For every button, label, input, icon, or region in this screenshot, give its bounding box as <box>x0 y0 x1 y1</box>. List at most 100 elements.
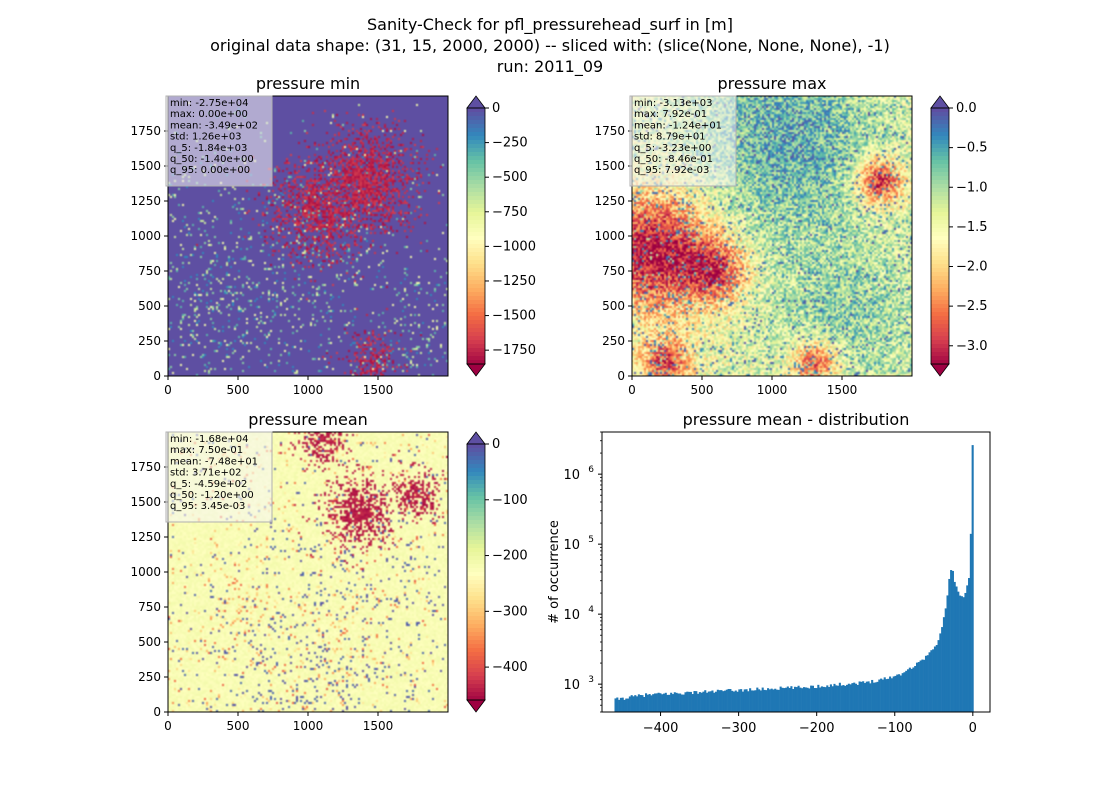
colorbar-segment <box>467 144 485 149</box>
histogram-bar <box>917 662 920 712</box>
colorbar-segment <box>467 308 485 313</box>
colorbar-segment <box>467 528 485 533</box>
histogram-bar <box>781 687 784 712</box>
histogram-bar <box>957 591 960 712</box>
colorbar-tick-label: −1250 <box>492 274 536 289</box>
colorbar-segment <box>467 592 485 597</box>
histogram-bar <box>662 693 666 712</box>
histogram-bar <box>630 695 633 712</box>
histogram-bar <box>691 694 694 712</box>
stats-line: std: 1.26e+03 <box>170 132 242 143</box>
histogram-bar <box>754 690 757 712</box>
histogram-bar <box>680 694 683 712</box>
histogram-bar <box>858 681 861 712</box>
histogram-bar <box>732 691 736 712</box>
colorbar-segment <box>467 556 485 561</box>
histogram-bar <box>644 693 648 712</box>
colorbar-segment <box>467 208 485 213</box>
colorbar-segment <box>467 304 485 309</box>
colorbar-segment <box>467 328 485 333</box>
x-tick-label: −300 <box>721 721 757 736</box>
histogram-bar <box>623 699 626 712</box>
colorbar-segment <box>467 232 485 237</box>
histogram-bar <box>959 595 962 712</box>
colorbar-segment <box>467 628 485 633</box>
colorbar-segment <box>467 696 485 701</box>
histogram-bar <box>799 687 802 712</box>
suptitle-line-2: original data shape: (31, 15, 2000, 2000… <box>210 36 890 55</box>
histogram-bar <box>618 699 621 712</box>
histogram-bar <box>698 692 701 712</box>
colorbar-segment <box>467 340 485 345</box>
histogram-bar <box>887 678 890 712</box>
colorbar-segment <box>467 112 485 117</box>
colorbar-tick-label: −1750 <box>492 343 536 358</box>
colorbar-segment <box>467 124 485 129</box>
histogram-bar <box>842 685 845 712</box>
colorbar-segment <box>467 256 485 261</box>
histogram-bar <box>964 592 967 712</box>
suptitle-line-3: run: 2011_09 <box>497 57 603 77</box>
histogram-bar <box>960 596 963 712</box>
histogram-bar <box>776 689 779 712</box>
colorbar-segment <box>467 476 485 481</box>
y-tick-label: 500 <box>138 299 161 313</box>
colorbar-segment <box>467 584 485 589</box>
colorbar-segment <box>467 336 485 341</box>
colorbar-tick-label: 0 <box>492 101 500 116</box>
axes-title: pressure mean <box>248 410 368 429</box>
histogram-bar <box>950 570 953 712</box>
colorbar-segment <box>931 112 949 117</box>
colorbar-segment <box>467 188 485 193</box>
colorbar-segment <box>467 672 485 677</box>
colorbar-tick-label: −500 <box>492 170 528 185</box>
colorbar-segment <box>467 260 485 265</box>
histogram-bar <box>853 682 856 712</box>
suptitle-line-1: Sanity-Check for pfl_pressurehead_surf i… <box>367 15 733 35</box>
colorbar-segment <box>467 448 485 453</box>
colorbar-segment <box>931 312 949 317</box>
histogram-bar <box>725 689 728 712</box>
colorbar-segment <box>467 540 485 545</box>
histogram-bar <box>765 690 768 712</box>
colorbar-segment <box>467 296 485 301</box>
histogram-bar <box>738 689 741 712</box>
histogram-bar <box>935 645 938 712</box>
histogram-bar <box>740 689 743 712</box>
colorbar-segment <box>467 240 485 245</box>
colorbar-segment <box>467 532 485 537</box>
histogram-bar <box>822 686 825 712</box>
histogram-bar <box>930 650 933 712</box>
colorbar-segment <box>467 460 485 465</box>
colorbar-segment <box>931 164 949 169</box>
histogram-bar <box>770 688 773 712</box>
histogram-bar <box>815 688 818 712</box>
histogram-bar <box>641 695 644 712</box>
colorbar-segment <box>467 284 485 289</box>
histogram-bar <box>872 682 876 712</box>
colorbar-segment <box>467 176 485 181</box>
y-tick-label: 500 <box>138 635 161 649</box>
colorbar-segment <box>931 188 949 193</box>
histogram-bar <box>734 690 737 712</box>
histogram-bar <box>763 689 766 712</box>
stats-line: max: 7.92e-01 <box>634 109 707 120</box>
colorbar-segment <box>467 120 485 125</box>
histogram-bar <box>912 667 915 712</box>
histogram-bar <box>621 697 624 712</box>
stats-box-bg <box>165 95 273 187</box>
colorbar-segment <box>467 212 485 217</box>
colorbar-tick-label: −2.5 <box>956 299 988 314</box>
histogram-bar <box>793 686 797 712</box>
colorbar-segment <box>931 176 949 181</box>
x-tick-label: 500 <box>227 383 250 397</box>
colorbar-segment <box>467 164 485 169</box>
stats-line: q_50: -1.20e+00 <box>170 490 254 501</box>
histogram-bar <box>892 676 895 712</box>
colorbar-segment <box>467 496 485 501</box>
histogram-bar <box>661 694 664 712</box>
colorbar-segment <box>931 292 949 297</box>
histogram-bar <box>668 694 671 712</box>
histogram-bar <box>939 633 942 712</box>
axes-title: pressure mean - distribution <box>683 410 910 429</box>
